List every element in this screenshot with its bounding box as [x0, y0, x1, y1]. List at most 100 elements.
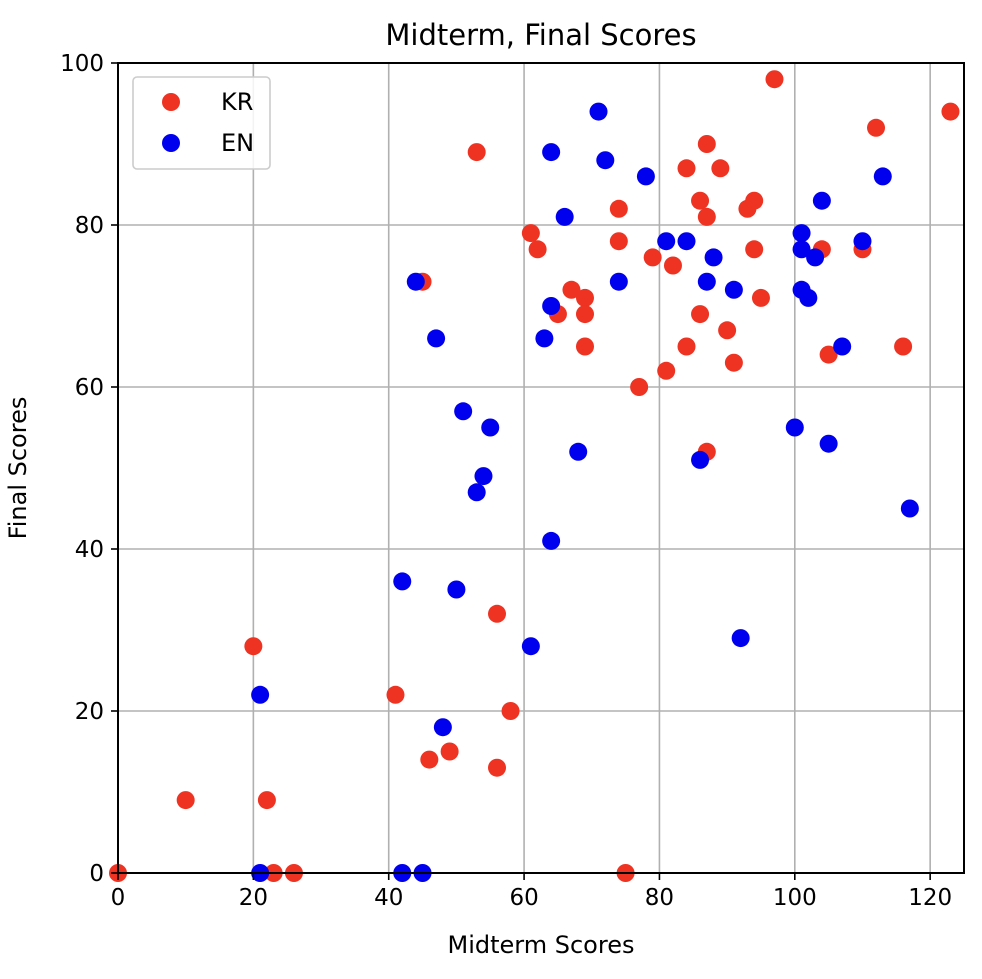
x-tick-label: 60	[509, 885, 538, 911]
data-point-kr	[176, 791, 195, 810]
data-point-kr	[697, 207, 716, 226]
y-tick-label: 100	[60, 51, 104, 77]
data-point-en	[589, 102, 608, 121]
y-tick-label: 20	[75, 699, 104, 725]
data-point-kr	[488, 758, 507, 777]
data-point-en	[819, 434, 838, 453]
y-axis-label: Final Scores	[4, 397, 32, 540]
data-point-kr	[677, 159, 696, 178]
data-point-en	[609, 272, 628, 291]
data-point-en	[792, 240, 811, 259]
data-point-en	[467, 483, 486, 502]
data-point-kr	[663, 256, 682, 275]
data-point-kr	[745, 191, 764, 210]
legend-label-kr: KR	[221, 88, 253, 116]
data-point-kr	[677, 337, 696, 356]
data-point-kr	[386, 685, 405, 704]
data-point-en	[569, 442, 588, 461]
data-point-en	[542, 143, 561, 162]
data-point-kr	[488, 604, 507, 623]
data-point-en	[636, 167, 655, 186]
data-point-en	[474, 467, 493, 486]
data-point-en	[833, 337, 852, 356]
data-point-kr	[697, 135, 716, 153]
legend-label-en: EN	[221, 129, 254, 157]
y-tick-label: 60	[75, 375, 104, 401]
x-tick-label: 20	[239, 885, 268, 911]
data-point-en	[542, 531, 561, 550]
y-tick-label: 80	[75, 213, 104, 239]
data-point-kr	[819, 345, 838, 364]
data-point-kr	[609, 232, 628, 251]
data-point-en	[785, 418, 804, 437]
x-tick-label: 120	[908, 885, 952, 911]
data-point-en	[900, 499, 919, 518]
data-point-en	[806, 248, 825, 267]
chart-title: Midterm, Final Scores	[385, 18, 696, 52]
data-point-en	[481, 418, 500, 437]
data-point-kr	[941, 102, 960, 121]
data-point-en	[731, 629, 750, 648]
data-point-kr	[521, 224, 540, 243]
data-point-kr	[711, 159, 730, 178]
data-point-kr	[609, 199, 628, 218]
data-point-kr	[575, 288, 594, 307]
data-point-en	[657, 232, 676, 251]
data-point-kr	[467, 143, 486, 162]
legend-marker-en	[162, 134, 180, 152]
data-point-kr	[691, 305, 710, 324]
x-tick-label: 40	[374, 885, 403, 911]
data-point-kr	[745, 240, 764, 259]
series-en	[251, 102, 919, 882]
axis-ticks: 0 20 40 60 80 100 120 0 20 40 60 80 100	[60, 51, 952, 911]
data-point-en	[697, 272, 716, 291]
data-point-en	[677, 232, 696, 251]
x-tick-label: 100	[773, 885, 817, 911]
data-point-kr	[643, 248, 662, 267]
y-tick-label: 40	[75, 537, 104, 563]
data-point-en	[555, 207, 574, 226]
data-point-en	[724, 280, 743, 299]
data-point-en	[433, 718, 452, 737]
data-point-kr	[257, 791, 276, 810]
data-point-en	[812, 191, 831, 210]
data-point-kr	[575, 337, 594, 356]
data-point-kr	[894, 337, 913, 356]
data-point-en	[853, 232, 872, 251]
data-point-en	[799, 288, 818, 307]
data-point-en	[251, 685, 270, 704]
data-point-kr	[420, 750, 439, 769]
plot-frame	[117, 62, 965, 874]
y-tick-label: 0	[89, 861, 104, 887]
data-point-kr	[657, 361, 676, 380]
x-tick-label: 80	[645, 885, 674, 911]
data-point-en	[521, 637, 540, 656]
data-point-kr	[244, 637, 263, 656]
x-axis-label: Midterm Scores	[448, 931, 635, 959]
legend-marker-kr	[162, 93, 180, 111]
data-point-kr	[691, 191, 710, 210]
data-point-kr	[501, 702, 520, 720]
data-point-en	[691, 450, 710, 469]
data-point-kr	[867, 118, 886, 137]
data-point-en	[427, 329, 446, 348]
data-point-en	[873, 167, 892, 186]
data-point-kr	[765, 70, 784, 89]
data-point-en	[704, 248, 723, 267]
legend: KR EN	[132, 76, 271, 170]
data-point-en	[393, 572, 412, 591]
x-tick-label: 0	[111, 885, 126, 911]
data-point-kr	[528, 240, 547, 259]
data-point-en	[454, 402, 473, 421]
data-point-en	[542, 297, 561, 315]
data-point-kr	[718, 321, 737, 340]
data-point-kr	[724, 353, 743, 372]
data-point-en	[596, 151, 615, 170]
data-point-en	[406, 272, 425, 291]
data-point-kr	[751, 288, 770, 307]
data-point-kr	[440, 742, 459, 761]
data-point-en	[447, 580, 466, 599]
data-point-en	[535, 329, 554, 348]
data-point-kr	[630, 378, 649, 396]
